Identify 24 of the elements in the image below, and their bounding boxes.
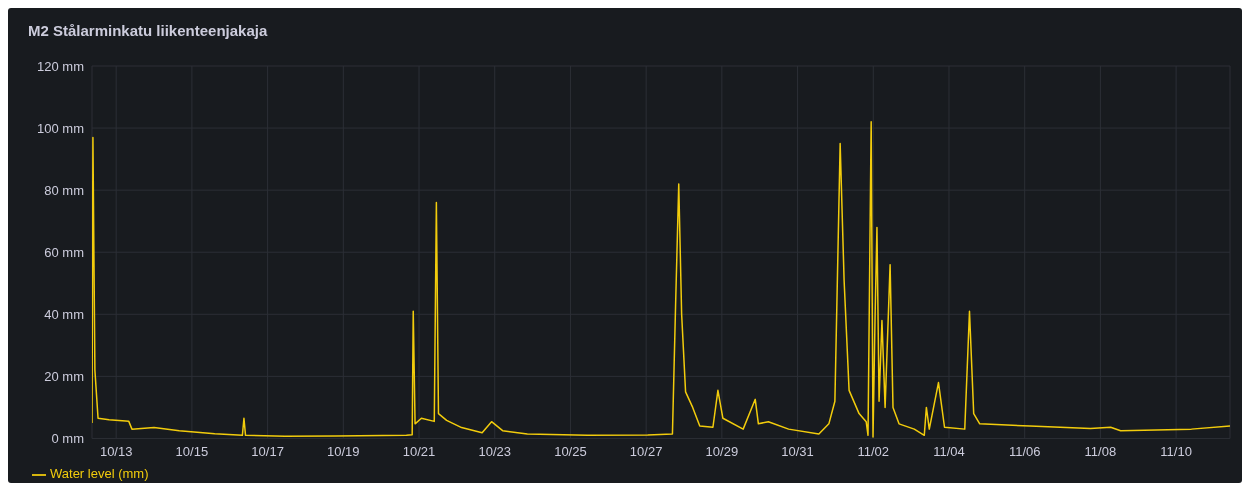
x-tick-label: 10/21: [402, 443, 436, 459]
y-tick-label: 80 mm: [44, 182, 84, 198]
x-tick-label: 11/10: [1160, 443, 1192, 459]
x-tick-label: 10/17: [251, 443, 284, 459]
y-tick-label: 40 mm: [44, 306, 84, 322]
chart-title: M2 Stålarminkatu liikenteenjakaja: [27, 21, 269, 41]
x-tick-label: 10/23: [478, 443, 511, 459]
x-tick-label: 10/25: [554, 443, 587, 459]
x-tick-label: 11/08: [1084, 443, 1117, 459]
y-tick-label: 0 mm: [51, 431, 84, 447]
x-tick-label: 10/13: [99, 443, 133, 459]
x-tick-label: 11/04: [933, 443, 965, 459]
x-tick-label: 10/29: [705, 443, 739, 459]
x-tick-label: 11/02: [857, 443, 890, 459]
x-tick-label: 11/06: [1008, 443, 1041, 459]
y-tick-label: 120 mm: [37, 58, 84, 74]
x-tick-label: 10/31: [781, 443, 814, 459]
y-tick-label: 100 mm: [37, 120, 84, 136]
y-tick-label: 60 mm: [44, 244, 84, 260]
x-tick-label: 10/27: [629, 443, 663, 459]
x-tick-label: 10/15: [175, 443, 209, 459]
legend-label: Water level (mm): [50, 466, 149, 482]
y-tick-label: 20 mm: [44, 368, 84, 384]
x-tick-label: 10/19: [327, 443, 360, 459]
